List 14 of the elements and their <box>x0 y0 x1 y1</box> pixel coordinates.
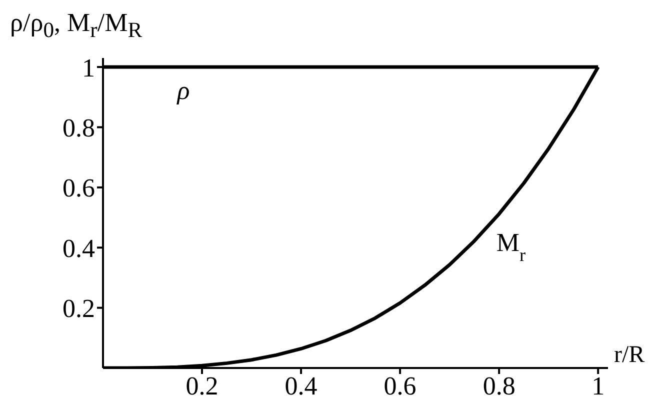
series-label: M$_{r}$ <box>496 228 526 265</box>
y-tick-label: 0.6 <box>62 174 95 203</box>
y-tick-label: 1 <box>82 53 95 82</box>
y-tick-label: 0.4 <box>62 234 95 263</box>
y-tick-label: 0.2 <box>62 294 95 324</box>
x-tick-label: 0.8 <box>482 371 516 400</box>
x-tick-label: 0.2 <box>186 371 218 400</box>
x-tick-label: 0.6 <box>384 371 416 400</box>
series-label: ρ <box>176 76 190 106</box>
x-axis-title: r/R <box>614 342 645 369</box>
y-axis-title: ρ/ρ$_{0}$, M$_{r}$/M$_{R}$ <box>10 8 142 44</box>
y-tick-label: 0.8 <box>62 113 95 142</box>
x-tick-label: 1 <box>592 371 605 400</box>
x-tick-label: 0.4 <box>284 371 318 400</box>
